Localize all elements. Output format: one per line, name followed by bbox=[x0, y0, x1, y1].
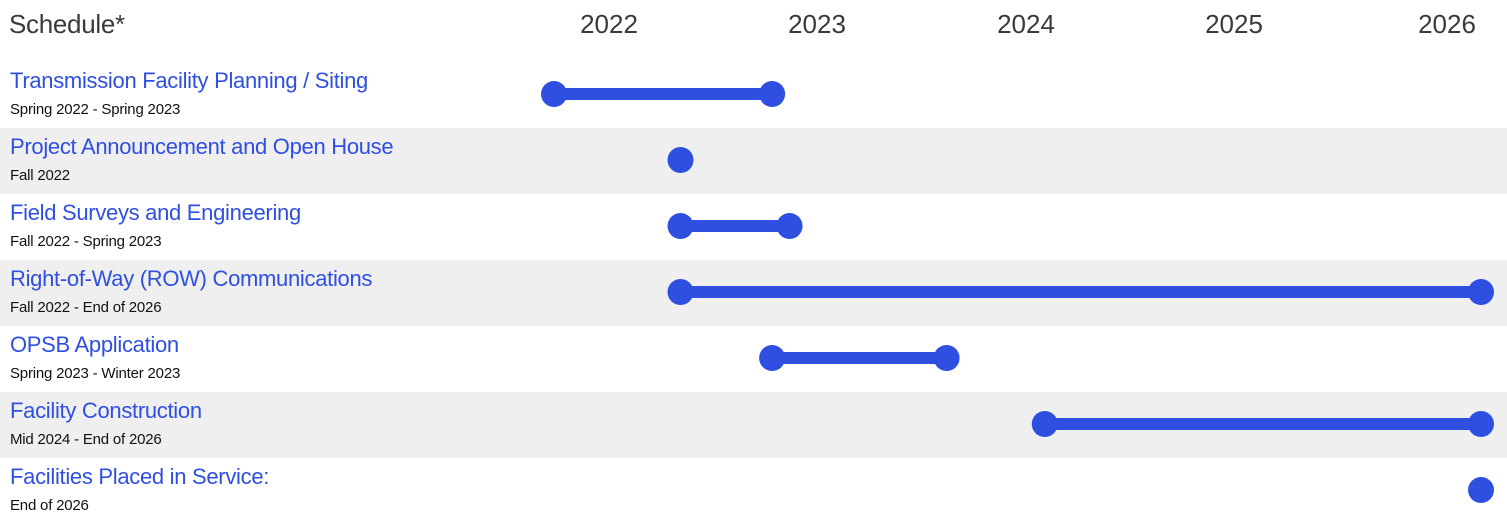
year-tick-2026: 2026 bbox=[1418, 9, 1476, 39]
row-dates: End of 2026 bbox=[10, 497, 89, 514]
schedule-row: Project Announcement and Open House Fall… bbox=[0, 128, 1507, 194]
schedule-row: Field Surveys and Engineering Fall 2022 … bbox=[0, 194, 1507, 260]
year-tick-2022: 2022 bbox=[580, 9, 638, 39]
row-title[interactable]: Right-of-Way (ROW) Communications bbox=[10, 266, 373, 291]
row-title[interactable]: Transmission Facility Planning / Siting bbox=[10, 68, 368, 93]
schedule-row: Transmission Facility Planning / Siting … bbox=[0, 62, 1507, 128]
schedule-row: Facility Construction Mid 2024 - End of … bbox=[0, 392, 1507, 458]
row-dates: Spring 2023 - Winter 2023 bbox=[10, 365, 181, 382]
row-title[interactable]: Project Announcement and Open House bbox=[10, 134, 394, 159]
schedule-row: Right-of-Way (ROW) Communications Fall 2… bbox=[0, 260, 1507, 326]
row-title[interactable]: Field Surveys and Engineering bbox=[10, 200, 301, 225]
year-tick-2023: 2023 bbox=[788, 9, 846, 39]
row-title[interactable]: Facilities Placed in Service: bbox=[10, 464, 270, 489]
row-dates: Spring 2022 - Spring 2023 bbox=[10, 101, 181, 118]
chart-header: Schedule* 2022 2023 2024 2025 2026 bbox=[0, 0, 1507, 62]
schedule-row: OPSB Application Spring 2023 - Winter 20… bbox=[0, 326, 1507, 392]
row-title[interactable]: OPSB Application bbox=[10, 332, 179, 357]
page-title: Schedule* bbox=[9, 9, 125, 39]
schedule-row: Facilities Placed in Service: End of 202… bbox=[0, 458, 1507, 524]
row-title[interactable]: Facility Construction bbox=[10, 398, 202, 423]
row-dates: Fall 2022 - End of 2026 bbox=[10, 299, 162, 316]
year-tick-2024: 2024 bbox=[997, 9, 1055, 39]
year-tick-2025: 2025 bbox=[1205, 9, 1263, 39]
row-dates: Fall 2022 - Spring 2023 bbox=[10, 233, 162, 250]
row-dates: Mid 2024 - End of 2026 bbox=[10, 431, 162, 448]
row-dates: Fall 2022 bbox=[10, 167, 70, 184]
